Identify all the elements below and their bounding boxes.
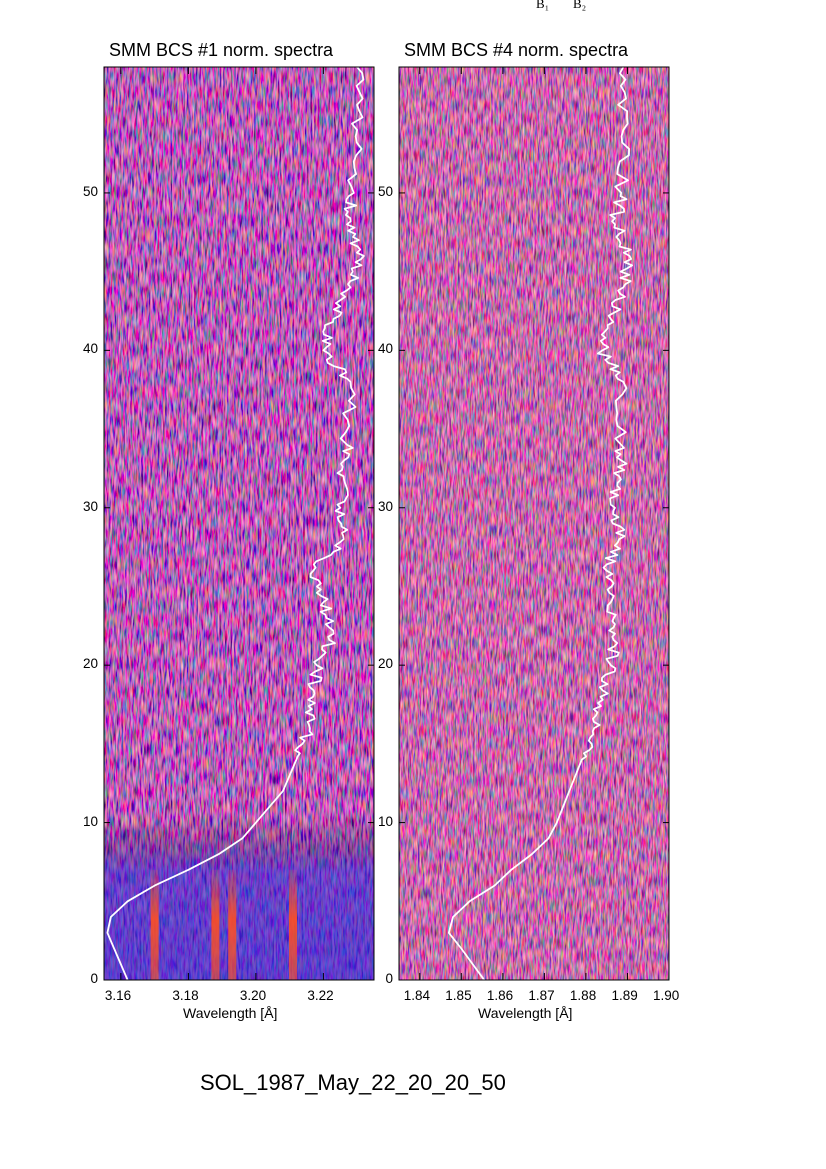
panel-1-title: SMM BCS #1 norm. spectra <box>109 40 334 60</box>
x-tick-label: 1.90 <box>653 988 680 1003</box>
y-tick-label: 30 <box>377 498 393 514</box>
spectral-line-feature <box>150 869 159 980</box>
x-tick-label: 1.84 <box>403 988 431 1003</box>
corner-label-b1: B₁ <box>536 0 550 11</box>
x-tick-label: 3.22 <box>307 988 334 1003</box>
x-tick-label: 3.18 <box>172 988 199 1003</box>
x-tick-label: 1.85 <box>445 988 472 1003</box>
y-tick-label: 10 <box>82 813 98 829</box>
panel-2 <box>398 66 670 981</box>
panel-1 <box>103 66 375 981</box>
y-tick-label: 50 <box>82 183 98 199</box>
profile-line <box>447 67 633 980</box>
y-tick-label: 0 <box>90 971 98 986</box>
x-tick-label: 1.87 <box>528 988 555 1003</box>
y-tick-label: 20 <box>82 656 98 672</box>
y-tick-label: 0 <box>385 971 393 986</box>
y-tick-label: 40 <box>377 341 393 357</box>
y-tick-label: 10 <box>377 813 393 829</box>
event-label: SOL_1987_May_22_20_20_50 <box>200 1070 506 1095</box>
spectral-line-feature <box>228 869 237 980</box>
corner-label-b2: B₂ <box>573 0 587 11</box>
panel-1-xlabel: Wavelength [Å] <box>183 1005 278 1021</box>
plot-frame <box>103 66 375 981</box>
spectral-line-feature <box>211 869 220 980</box>
panel-2-xlabel: Wavelength [Å] <box>478 1005 573 1021</box>
y-tick-label: 20 <box>377 656 393 672</box>
spectrogram-image <box>399 67 669 980</box>
spectral-line-feature <box>289 869 297 980</box>
profile-line <box>106 67 365 980</box>
x-tick-label: 1.88 <box>569 988 597 1003</box>
y-tick-label: 40 <box>82 341 98 357</box>
plot-frame <box>398 66 670 981</box>
panel-2-title: SMM BCS #4 norm. spectra <box>404 40 629 60</box>
x-tick-label: 3.16 <box>104 988 132 1003</box>
x-tick-label: 1.86 <box>486 988 514 1003</box>
y-tick-label: 30 <box>82 498 98 514</box>
spectrogram-blue-band <box>104 67 374 980</box>
x-tick-label: 3.20 <box>239 988 267 1003</box>
x-tick-label: 1.89 <box>611 988 638 1003</box>
y-tick-label: 50 <box>377 183 393 199</box>
